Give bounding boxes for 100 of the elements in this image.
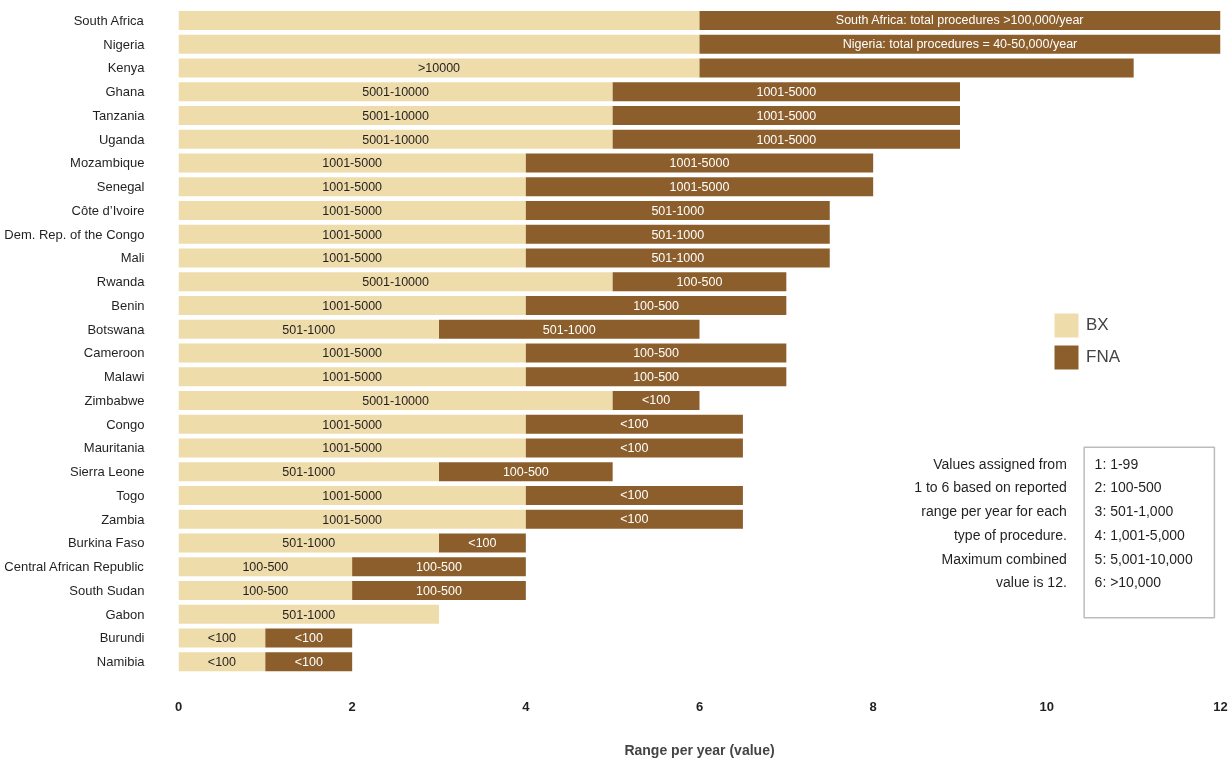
bar bbox=[439, 533, 526, 553]
data-label: <100 bbox=[620, 440, 649, 455]
data-label: 1001-5000 bbox=[322, 298, 383, 313]
data-label: 1001-5000 bbox=[669, 180, 730, 195]
data-label: 100-500 bbox=[633, 370, 680, 385]
x-axis-title: Range per year (value) bbox=[624, 741, 775, 758]
data-label: 1001-5000 bbox=[756, 108, 817, 123]
bar bbox=[525, 414, 743, 434]
x-tick-label: 6 bbox=[695, 698, 704, 714]
bar bbox=[178, 58, 700, 78]
bar bbox=[525, 177, 874, 197]
annotation: 1 to 6 based on reported bbox=[914, 479, 1067, 496]
data-label: <100 bbox=[207, 654, 237, 669]
annotation: 4: 1,001-5,000 bbox=[1094, 526, 1186, 543]
bar bbox=[178, 557, 353, 577]
bar bbox=[178, 105, 613, 125]
data-label: 1001-5000 bbox=[322, 227, 383, 242]
bar bbox=[178, 343, 526, 363]
y-tick-label: Congo bbox=[106, 416, 145, 432]
data-label: 501-1000 bbox=[651, 227, 705, 242]
data-label: <100 bbox=[620, 417, 649, 432]
data-label: 1001-5000 bbox=[322, 251, 383, 266]
x-tick-label: 12 bbox=[1213, 698, 1228, 714]
bar bbox=[612, 129, 960, 149]
y-tick-label: Mauritania bbox=[83, 440, 146, 456]
bar bbox=[352, 557, 526, 577]
bar bbox=[178, 129, 613, 149]
annotation: Values assigned from bbox=[933, 455, 1067, 472]
bar bbox=[525, 248, 830, 268]
annotation: value is 12. bbox=[995, 574, 1067, 591]
bar bbox=[178, 367, 526, 387]
annotation: 2: 100-500 bbox=[1094, 479, 1162, 496]
data-label: 100-500 bbox=[633, 298, 680, 313]
data-label: 1001-5000 bbox=[322, 417, 383, 432]
y-tick-label: Mali bbox=[120, 250, 145, 266]
y-tick-label: Togo bbox=[116, 487, 145, 503]
y-tick-label: South Africa bbox=[73, 12, 145, 28]
data-label: 5001-10000 bbox=[362, 108, 429, 123]
data-label: 1001-5000 bbox=[322, 180, 383, 195]
annotation: 3: 501-1,000 bbox=[1094, 503, 1174, 520]
data-label: 1001-5000 bbox=[322, 203, 383, 218]
data-label: 5001-10000 bbox=[362, 132, 429, 147]
data-label: 1001-5000 bbox=[756, 85, 817, 100]
bar bbox=[439, 462, 613, 482]
bar bbox=[178, 414, 526, 434]
bar bbox=[525, 224, 830, 244]
y-tick-label: Cameroon bbox=[83, 345, 145, 361]
y-tick-label: Zimbabwe bbox=[84, 392, 145, 408]
y-tick-label: Sierra Leone bbox=[70, 464, 145, 480]
data-label: 5001-10000 bbox=[362, 393, 429, 408]
data-label: <100 bbox=[468, 535, 497, 550]
y-tick-label: Rwanda bbox=[96, 274, 146, 290]
y-tick-label: Malawi bbox=[104, 369, 145, 385]
data-label: 100-500 bbox=[502, 465, 549, 480]
data-label: <100 bbox=[642, 393, 671, 408]
y-tick-label: Nigeria bbox=[103, 36, 146, 52]
bar bbox=[525, 153, 874, 173]
bar bbox=[439, 319, 700, 339]
y-tick-label: Burkina Faso bbox=[67, 535, 145, 551]
data-label: >10000 bbox=[417, 60, 461, 75]
bar bbox=[265, 652, 353, 672]
data-label: 100-500 bbox=[416, 560, 462, 575]
data-label: 100-500 bbox=[242, 560, 289, 575]
bar bbox=[525, 295, 787, 315]
bar bbox=[699, 58, 1134, 78]
bar bbox=[612, 82, 960, 102]
annotation: type of procedure. bbox=[953, 526, 1067, 543]
bar bbox=[178, 82, 613, 102]
x-tick-label: 4 bbox=[522, 698, 531, 714]
y-tick-label: Botswana bbox=[87, 321, 146, 337]
bar bbox=[178, 272, 613, 292]
bar bbox=[525, 367, 787, 387]
data-label: 501-1000 bbox=[651, 251, 705, 266]
bar bbox=[525, 509, 743, 529]
y-tick-label: Uganda bbox=[98, 131, 146, 147]
data-label: 1001-5000 bbox=[756, 132, 817, 147]
data-label: <100 bbox=[207, 630, 237, 645]
bar bbox=[178, 533, 439, 553]
bar bbox=[178, 604, 439, 624]
y-tick-label: Kenya bbox=[107, 60, 146, 76]
bar bbox=[178, 34, 700, 54]
annotation: range per year for each bbox=[921, 503, 1067, 520]
y-tick-label: Mozambique bbox=[70, 155, 145, 171]
data-label: South Africa: total procedures >100,000/year bbox=[835, 13, 1084, 28]
bar bbox=[525, 200, 830, 220]
bar bbox=[178, 224, 526, 244]
x-tick-label: 10 bbox=[1039, 698, 1055, 714]
bar bbox=[178, 509, 526, 529]
y-tick-label: Benin bbox=[111, 297, 145, 313]
data-label: 1001-5000 bbox=[322, 512, 383, 527]
y-tick-label: Ghana bbox=[105, 84, 146, 100]
x-tick-label: 2 bbox=[348, 698, 356, 714]
bar bbox=[178, 462, 439, 482]
data-label: 501-1000 bbox=[651, 203, 705, 218]
bar bbox=[178, 438, 526, 458]
bar bbox=[525, 485, 743, 505]
data-label: 1001-5000 bbox=[669, 156, 730, 171]
bar bbox=[178, 295, 526, 315]
data-label: 100-500 bbox=[416, 583, 462, 598]
bar bbox=[178, 628, 266, 648]
